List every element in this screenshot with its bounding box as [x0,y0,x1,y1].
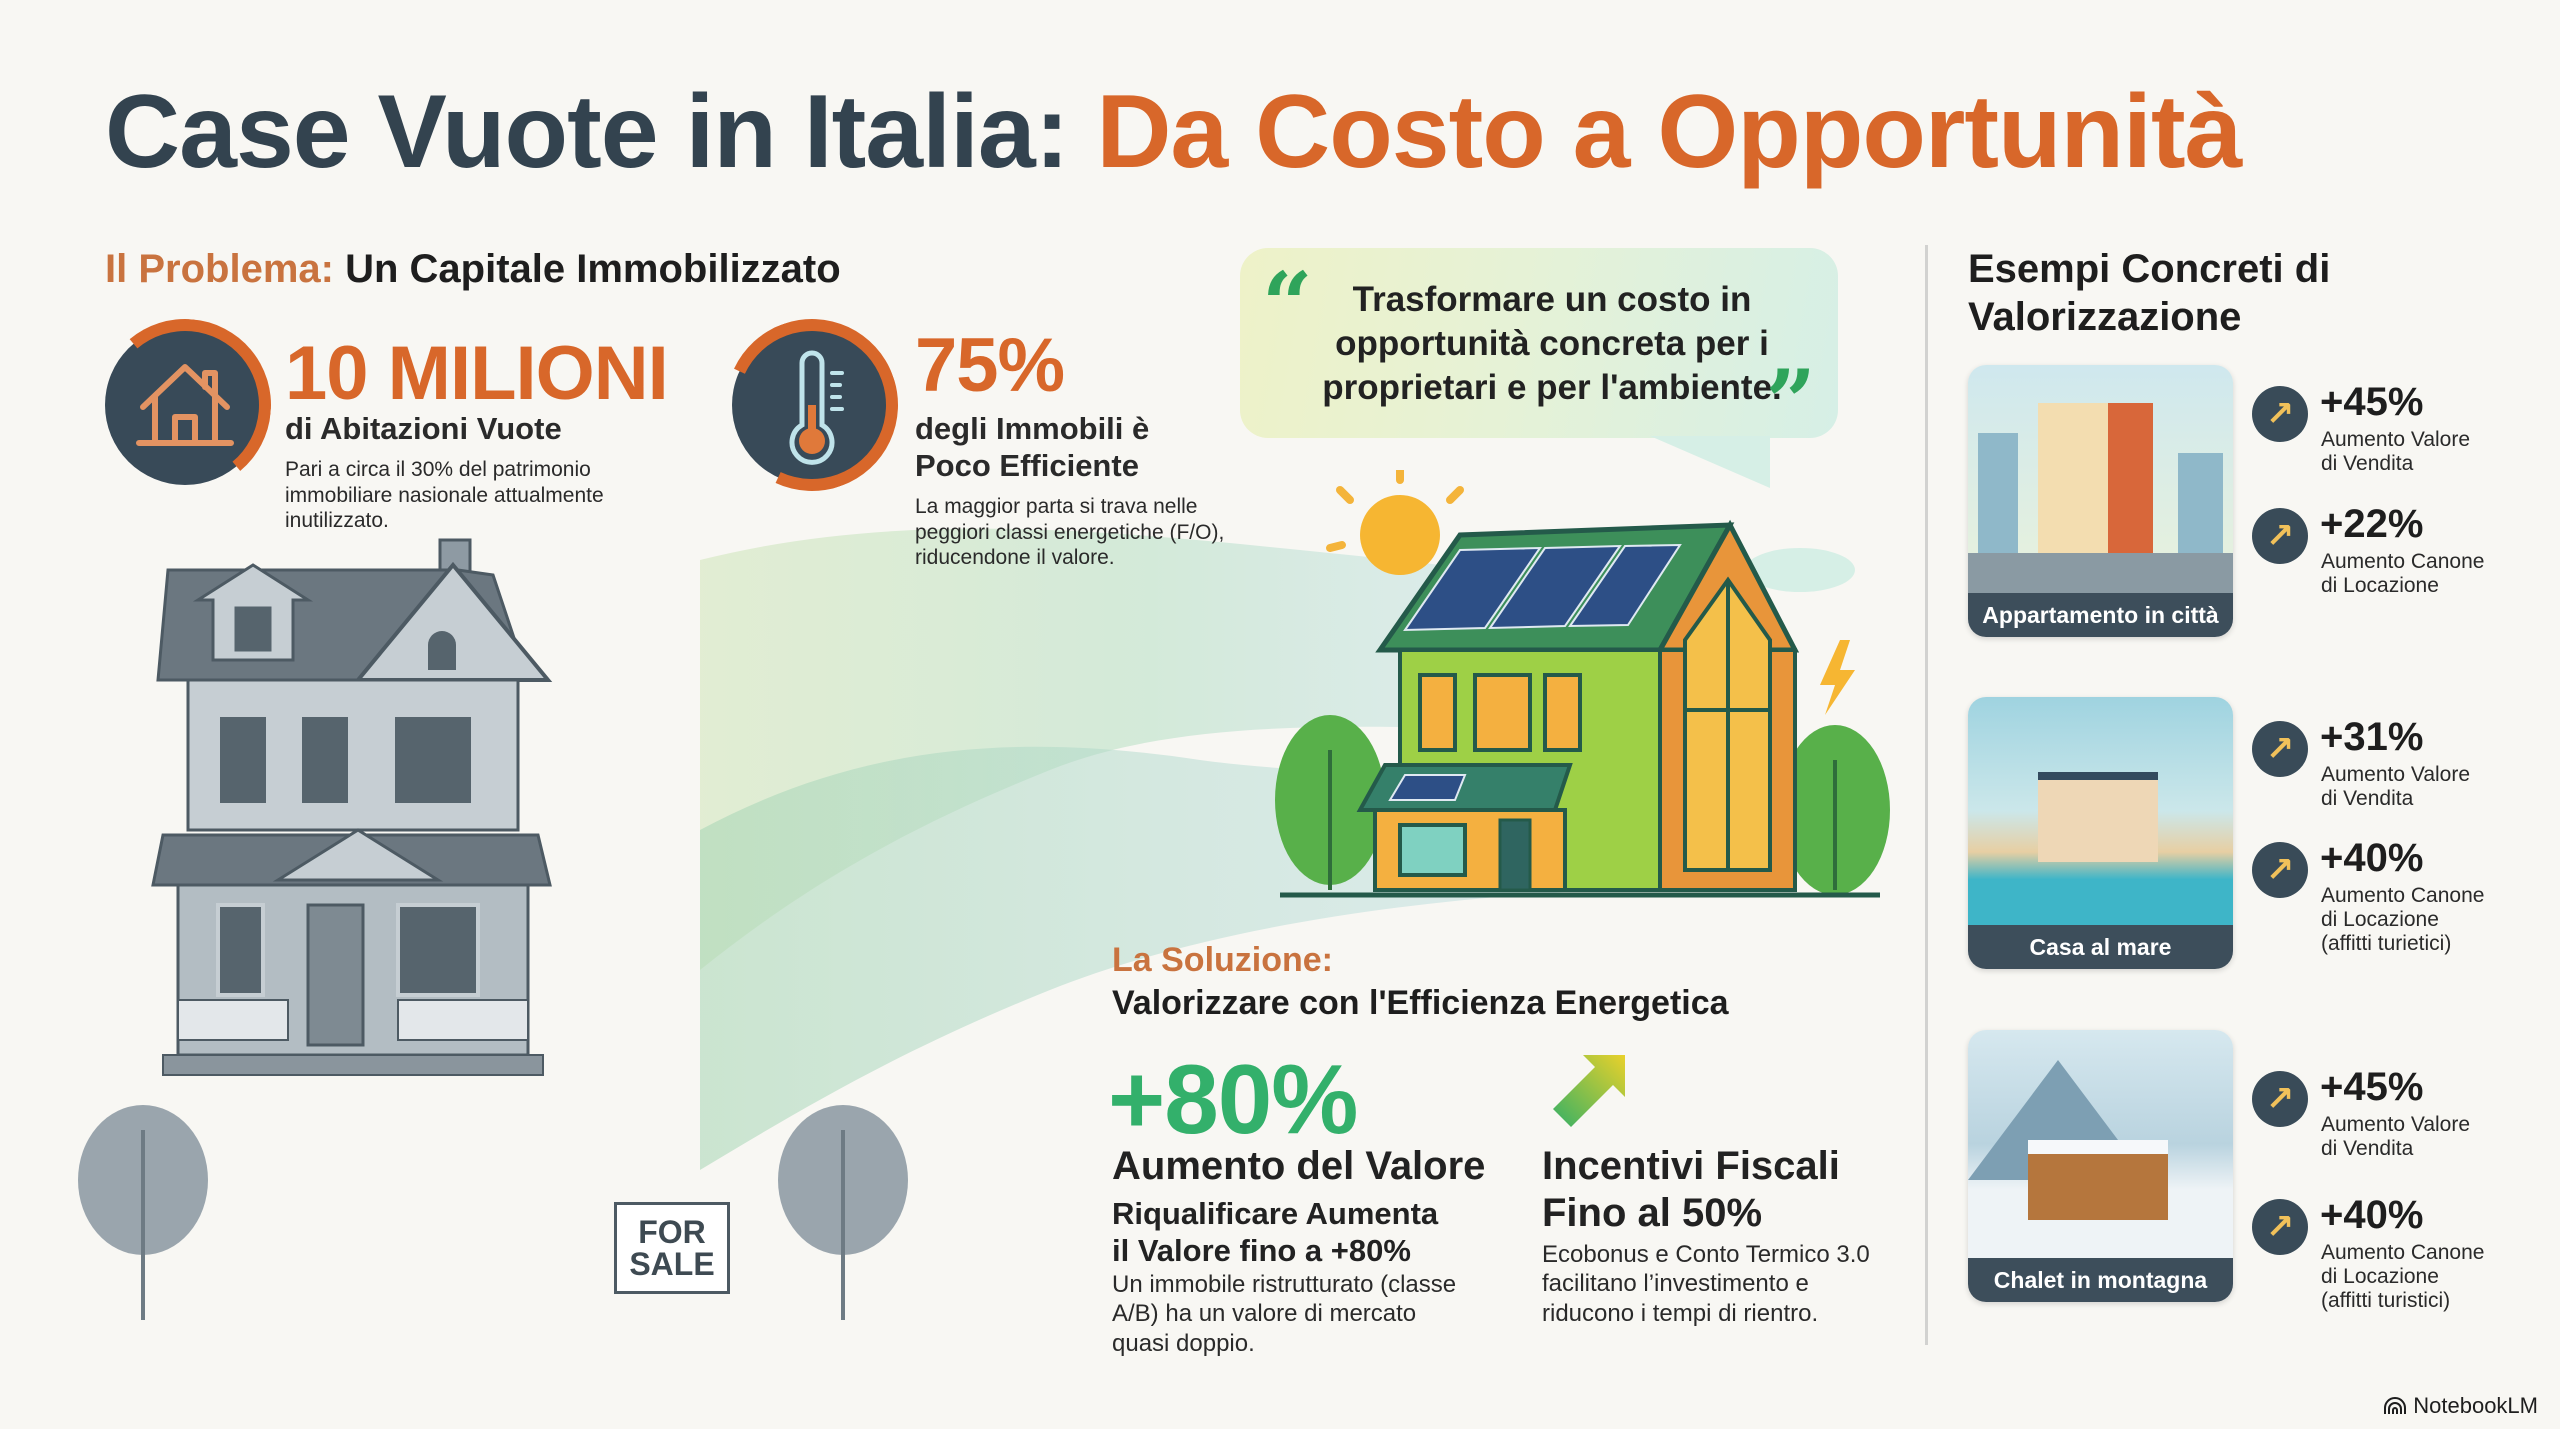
problem-title: Un Capitale Immobilizzato [345,247,841,291]
mountain-chalet-image [1968,1030,2233,1258]
beach-house-image [1968,697,2233,925]
stat-inefficient-value: 75% [915,323,1065,408]
example-caption: Casa al mare [1968,925,2233,969]
example-card-sea: Casa al mare [1968,697,2233,969]
value-increase-heading: Aumento del Valore [1112,1144,1486,1188]
stat-empty-homes-desc: Pari a circa il 30% del patrimonio immob… [285,458,604,533]
arrow-up-right-icon: ↗ [2252,721,2308,777]
arrow-up-right-icon: ↗ [2252,842,2308,898]
arrow-up-right-icon: ↗ [2252,1071,2308,1127]
title-part-2: Da Costo a Opportunità [1096,74,2242,190]
value-increase-subheading: Riqualificare Aumenta il Valore fino a +… [1112,1196,1439,1269]
quote-bubble: “ Trasformare un costo in opportunità co… [1240,248,1838,446]
incentives-desc: Ecobonus e Conto Termico 3.0 facilitano … [1542,1241,1870,1327]
solution-heading: Valorizzare con l'Efficienza Energetica [1112,984,1729,1022]
page-title: Case Vuote in Italia: Da Costo a Opportu… [105,80,2242,184]
stat-empty-homes-label: di Abitazioni Vuote [285,411,562,446]
solution-label: La Soluzione: [1112,941,1333,979]
eco-house-illustration [1275,470,1890,898]
arrow-up-right-icon: ↗ [2252,386,2308,442]
example-card-mountain: Chalet in montagna [1968,1030,2233,1302]
arrow-up-right-icon: ↗ [2252,1199,2308,1255]
title-part-1: Case Vuote in Italia: [105,74,1069,190]
value-increase-desc: Un immobile ristrutturato (classe A/B) h… [1112,1271,1457,1357]
notebooklm-brand: NotebookLM [2383,1393,2538,1419]
stat-empty-homes-value: 10 MILIONI [285,331,669,416]
problem-heading: Il Problema: Un Capitale Immobilizzato [105,245,841,293]
thermometer-icon [701,294,923,516]
example-caption: Appartamento in città [1968,593,2233,637]
stat-inefficient-desc: La maggior parta si trava nelle peggiori… [915,495,1225,570]
abandoned-house-illustration [78,538,908,1320]
problem-label: Il Problema: [105,247,334,291]
city-apartment-image [1968,365,2233,593]
stat-inefficient-label: degli Immobili è Poco Efficiente [915,411,1150,483]
example-card-city: Appartamento in città [1968,365,2233,637]
for-sale-sign: FOR SALE [614,1202,730,1294]
notebooklm-logo-icon [2384,1397,2407,1414]
value-increase-figure: +80% [1108,1044,1358,1154]
incentives-heading: Incentivi Fiscali Fino al 50% [1542,1144,1840,1236]
house-icon [91,311,279,499]
open-quote-icon: “ [1262,252,1313,356]
arrow-up-right-icon [1553,1055,1625,1127]
close-quote-icon: ” [1765,350,1816,454]
arrow-up-right-icon: ↗ [2252,508,2308,564]
column-divider [1925,245,1928,1345]
quote-text: Trasformare un costo in opportunità conc… [1322,280,1782,408]
examples-heading: Esempi Concreti di Valorizzazione [1968,247,2331,339]
example-caption: Chalet in montagna [1968,1258,2233,1302]
quote-bubble-tail [1650,436,1770,488]
